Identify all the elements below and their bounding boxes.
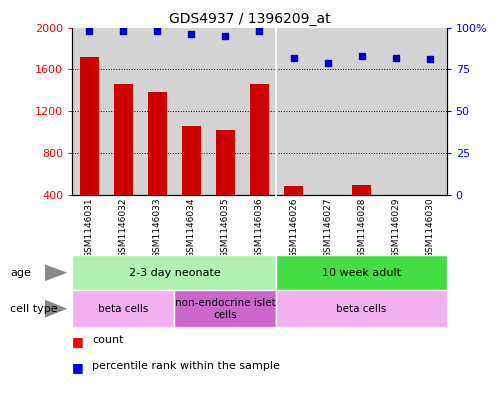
Text: GSM1146033: GSM1146033 [153, 198, 162, 258]
Text: GDS4937 / 1396209_at: GDS4937 / 1396209_at [169, 12, 330, 26]
Text: GSM1146032: GSM1146032 [119, 198, 128, 258]
Text: GSM1146034: GSM1146034 [187, 198, 196, 258]
Bar [148, 92, 167, 236]
Bar [250, 84, 269, 236]
Point [85, 28, 93, 34]
Bar [276, 290, 447, 327]
Bar [284, 186, 303, 236]
Text: percentile rank within the sample: percentile rank within the sample [92, 361, 280, 371]
Text: age: age [10, 268, 31, 278]
Bar [114, 84, 133, 236]
Text: GSM1146027: GSM1146027 [323, 198, 332, 258]
Point [289, 54, 297, 61]
Text: non-endocrine islet
cells: non-endocrine islet cells [175, 298, 276, 320]
Text: beta cells: beta cells [336, 304, 387, 314]
Text: GSM1146031: GSM1146031 [85, 198, 94, 258]
Bar [352, 185, 371, 236]
Polygon shape [45, 264, 67, 281]
Point [119, 28, 127, 34]
Text: GSM1146026: GSM1146026 [289, 198, 298, 258]
Text: beta cells: beta cells [98, 304, 149, 314]
Bar [318, 198, 337, 236]
Text: GSM1146036: GSM1146036 [255, 198, 264, 258]
Bar [175, 290, 276, 327]
Text: cell type: cell type [10, 304, 57, 314]
Text: ■: ■ [72, 361, 84, 374]
Text: 2-3 day neonate: 2-3 day neonate [129, 268, 220, 278]
Point [358, 53, 366, 59]
Bar [80, 57, 99, 236]
Point [188, 31, 196, 37]
Point [222, 33, 230, 39]
Bar [420, 198, 439, 236]
Point [426, 56, 434, 62]
Point [153, 28, 161, 34]
Text: 10 week adult: 10 week adult [322, 268, 401, 278]
Point [255, 28, 263, 34]
Bar [182, 126, 201, 236]
Text: GSM1146028: GSM1146028 [357, 198, 366, 258]
Point [323, 59, 331, 66]
Text: ■: ■ [72, 335, 84, 348]
Bar [72, 290, 175, 327]
Text: GSM1146035: GSM1146035 [221, 198, 230, 258]
Text: count: count [92, 335, 124, 345]
Text: GSM1146029: GSM1146029 [391, 198, 400, 258]
Bar [216, 130, 235, 236]
Bar [386, 199, 405, 236]
Polygon shape [45, 300, 67, 318]
Point [392, 54, 400, 61]
Text: GSM1146030: GSM1146030 [425, 198, 434, 258]
Bar [276, 255, 447, 290]
Bar [72, 255, 276, 290]
